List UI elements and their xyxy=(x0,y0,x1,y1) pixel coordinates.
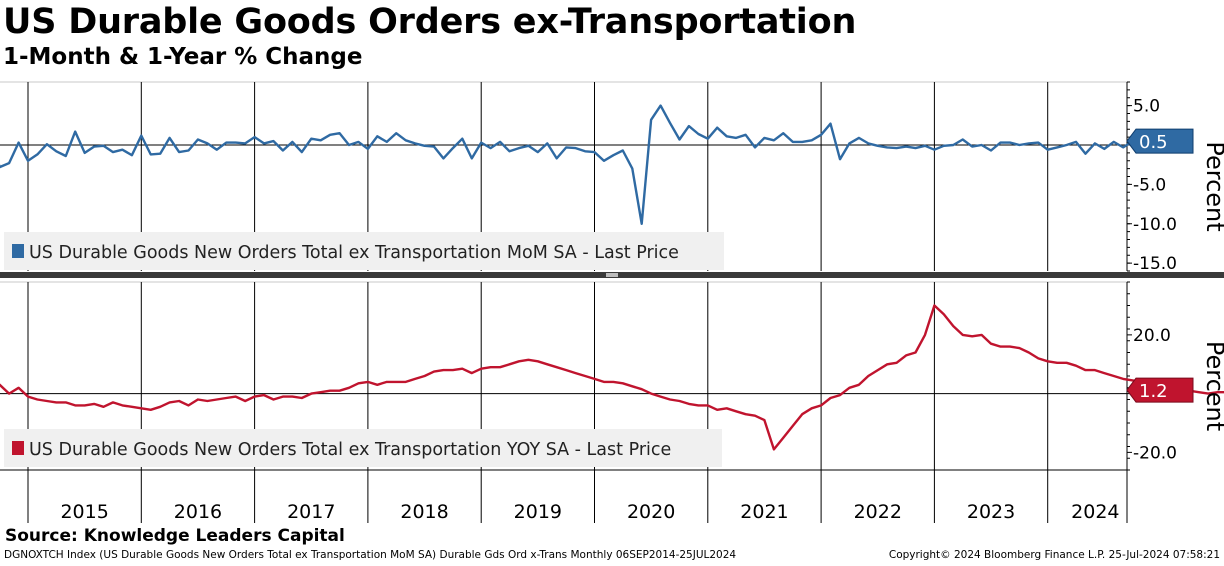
y-axis-title: Percent xyxy=(1201,141,1224,231)
last-value-label: 0.5 xyxy=(1139,132,1168,153)
y-axis-title: Percent xyxy=(1201,341,1224,431)
chart-title: US Durable Goods Orders ex-Transportatio… xyxy=(3,2,857,42)
mom-panel: 5.0 -5.0 -10.0 -15.0 US Durable Goods New Or… xyxy=(0,81,1224,278)
legend-label: US Durable Goods New Orders Total ex Tra… xyxy=(29,440,671,460)
y-tick-label: -15.0 xyxy=(1133,254,1177,274)
footer-copyright: Copyright© 2024 Bloomberg Finance L.P. 2… xyxy=(888,549,1220,561)
x-tick-label: 2019 xyxy=(514,501,562,523)
x-tick-label: 2024 xyxy=(1071,501,1119,523)
series-line xyxy=(0,104,1134,226)
chart-subtitle: 1-Month & 1-Year % Change xyxy=(3,44,363,70)
source-note: Source: Knowledge Leaders Capital xyxy=(5,526,345,546)
separator-grip xyxy=(606,273,618,277)
last-value-label: 1.2 xyxy=(1139,381,1168,402)
legend-box xyxy=(4,429,722,467)
x-axis: 2015 2016 2017 2018 2019 2020 2021 2022 2023 2024 xyxy=(0,469,1128,523)
chart-canvas: 5.0 -5.0 -10.0 -15.0 US Durable Goods New Or… xyxy=(0,81,1224,523)
legend-swatch xyxy=(12,244,24,258)
series-line xyxy=(0,304,1224,451)
legend-label: US Durable Goods New Orders Total ex Tra… xyxy=(29,243,679,263)
y-tick-label: -10.0 xyxy=(1133,215,1177,235)
x-tick-label: 2018 xyxy=(400,501,448,523)
y-tick-label: 20.0 xyxy=(1133,326,1171,346)
legend-box xyxy=(4,232,724,270)
legend-swatch xyxy=(12,441,24,455)
x-tick-label: 2016 xyxy=(174,501,222,523)
last-value-tag xyxy=(1126,128,1194,154)
yoy-panel: 20.0 -20.0 US Durable Goods New Orders Tot… xyxy=(0,281,1224,471)
x-tick-label: 2020 xyxy=(627,501,675,523)
footer-info: DGNOXTCH Index (US Durable Goods New Ord… xyxy=(4,549,737,561)
last-value-tag xyxy=(1126,377,1194,403)
y-tick-label: 5.0 xyxy=(1133,97,1160,117)
x-tick-label: 2022 xyxy=(854,501,902,523)
y-tick-label: -5.0 xyxy=(1133,175,1166,195)
x-tick-label: 2023 xyxy=(967,501,1015,523)
y-tick-label: -20.0 xyxy=(1133,443,1177,463)
x-tick-label: 2021 xyxy=(740,501,788,523)
x-tick-label: 2015 xyxy=(60,501,108,523)
x-tick-label: 2017 xyxy=(287,501,335,523)
